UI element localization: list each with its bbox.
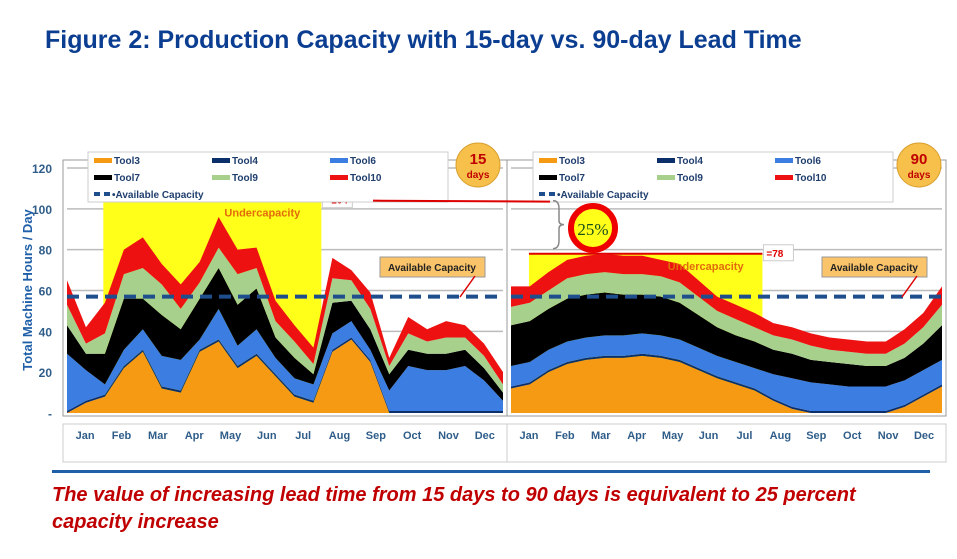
area-tool7: [67, 268, 503, 401]
month-label: Dec: [475, 430, 495, 442]
legend-swatch-tool7: [94, 175, 112, 180]
month-label: May: [662, 430, 684, 442]
legend-label: Tool4: [677, 156, 703, 167]
peak-label: =78: [766, 249, 783, 260]
divider-rule: [52, 470, 930, 473]
legend-label: •Available Capacity: [557, 190, 649, 201]
month-label: Jun: [699, 430, 719, 442]
legend-label: Tool6: [350, 156, 376, 167]
month-label: Mar: [591, 430, 611, 442]
area-tool10: [511, 253, 942, 354]
y-tick-label: 20: [39, 366, 53, 380]
legend-box: [87, 151, 449, 203]
y-tick-label: 60: [39, 285, 53, 299]
callout-arrow: [459, 275, 476, 298]
figure-title: Figure 2: Production Capacity with 15-da…: [45, 26, 802, 54]
legend-swatch-tool10: [330, 175, 348, 180]
month-label: Jul: [737, 430, 753, 442]
month-label: Nov: [438, 430, 460, 442]
capacity-callout-box: [821, 256, 928, 278]
legend-swatch-tool7: [539, 175, 557, 180]
month-label: Jan: [76, 430, 95, 442]
legend-swatch-tool4: [212, 158, 230, 163]
month-label: May: [220, 430, 242, 442]
legend-label: Tool7: [114, 173, 140, 184]
month-label: Oct: [403, 430, 422, 442]
area-tool3: [511, 355, 942, 413]
area-tool7: [511, 292, 942, 387]
month-label: Oct: [843, 430, 862, 442]
legend-label: Tool3: [114, 156, 140, 167]
callout-arrow: [901, 275, 918, 298]
y-tick-label: 100: [32, 203, 52, 217]
legend-label: •Available Capacity: [112, 190, 204, 201]
badge-unit: days: [467, 170, 490, 181]
legend-swatch-tool9: [657, 175, 675, 180]
capacity-callout-label: Available Capacity: [388, 263, 476, 274]
improvement-badge: [568, 203, 618, 253]
legend-swatch-tool6: [775, 158, 793, 163]
difference-brace: [552, 199, 565, 250]
legend-label: Tool9: [232, 173, 258, 184]
legend-label: Tool7: [559, 173, 585, 184]
legend-label: Tool9: [677, 173, 703, 184]
lead-time-badge: [455, 142, 501, 188]
improvement-label: 25%: [577, 220, 608, 239]
undercapacity-label: Undercapacity: [668, 261, 745, 273]
area-tool3: [67, 339, 503, 413]
legend-label: Tool4: [232, 156, 258, 167]
legend-swatch-tool3: [539, 158, 557, 163]
legend-label: Tool10: [350, 173, 382, 184]
legend-swatch-tool4: [657, 158, 675, 163]
month-label: Feb: [555, 430, 575, 442]
month-label: Aug: [329, 430, 350, 442]
peak-connector-line: [372, 199, 551, 203]
badge-unit: days: [908, 170, 931, 181]
month-label: Apr: [185, 430, 205, 442]
month-label: Nov: [878, 430, 900, 442]
y-axis-label: Total Machine Hours / Day: [20, 208, 35, 370]
month-label: Sep: [366, 430, 386, 442]
month-label: Aug: [770, 430, 791, 442]
legend-swatch-tool9: [212, 175, 230, 180]
y-tick-label: 80: [39, 244, 53, 258]
month-label: Jun: [257, 430, 277, 442]
badge-number: 90: [911, 151, 928, 168]
month-label: Jul: [295, 430, 311, 442]
month-label: Dec: [914, 430, 934, 442]
legend-swatch-tool6: [330, 158, 348, 163]
month-label: Mar: [148, 430, 168, 442]
x-axis-box: [62, 423, 508, 463]
x-axis-box: [506, 423, 947, 463]
y-tick-label: 120: [32, 162, 52, 176]
legend-swatch-tool3: [94, 158, 112, 163]
legend-swatch-tool10: [775, 175, 793, 180]
area-tool6: [511, 333, 942, 411]
caption: The value of increasing lead time from 1…: [52, 484, 856, 533]
month-label: Apr: [627, 430, 647, 442]
y-tick-label: 40: [39, 325, 53, 339]
month-label: Jan: [519, 430, 538, 442]
month-label: Feb: [112, 430, 132, 442]
area-tool9: [511, 272, 942, 367]
month-label: Sep: [806, 430, 826, 442]
undercapacity-label: Undercapacity: [224, 208, 301, 220]
capacity-callout-label: Available Capacity: [830, 263, 918, 274]
lead-time-badge: [896, 142, 942, 188]
legend-label: Tool3: [559, 156, 585, 167]
y-tick-label: -: [48, 407, 52, 421]
peak-label-box: [762, 244, 794, 262]
area-tool4: [511, 353, 942, 413]
legend-label: Tool6: [795, 156, 821, 167]
area-tool6: [67, 308, 503, 411]
legend-label: Tool10: [795, 173, 827, 184]
legend-box: [532, 151, 894, 203]
badge-number: 15: [470, 151, 487, 168]
capacity-callout-box: [379, 256, 486, 278]
